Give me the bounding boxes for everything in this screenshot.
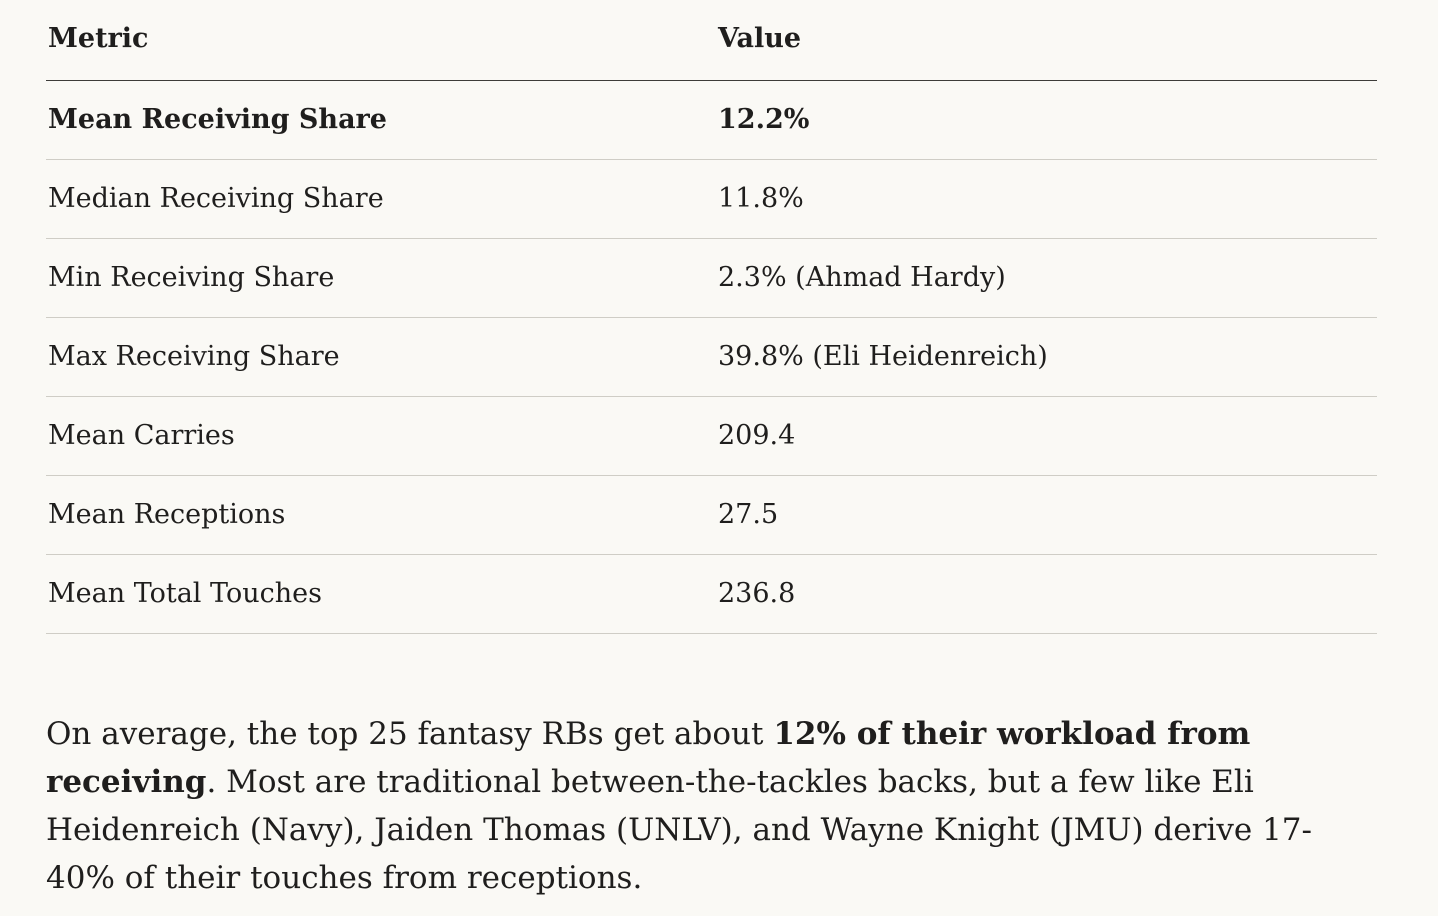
summary-emphasis: 12% of their workload from receiving <box>46 715 1251 800</box>
value-cell: 2.3% (Ahmad Hardy) <box>716 238 1377 318</box>
table-row: Min Receiving Share 2.3% (Ahmad Hardy) <box>46 238 1377 318</box>
column-header-metric: Metric <box>46 0 716 81</box>
table-header: Metric Value <box>46 0 1377 81</box>
metric-cell: Mean Receiving Share <box>46 80 716 160</box>
table-row: Mean Carries 209.4 <box>46 396 1377 476</box>
value-cell: 27.5 <box>716 475 1377 555</box>
table-row: Mean Total Touches 236.8 <box>46 554 1377 634</box>
metric-cell: Mean Carries <box>46 396 716 476</box>
summary-text-intro: On average, the top 25 fantasy RBs get a… <box>46 715 774 752</box>
table-row: Mean Receiving Share 12.2% <box>46 80 1377 160</box>
metric-cell: Mean Receptions <box>46 475 716 555</box>
article-content: Metric Value Mean Receiving Share 12.2% … <box>46 0 1377 902</box>
metric-cell: Max Receiving Share <box>46 317 716 397</box>
metric-cell: Mean Total Touches <box>46 554 716 634</box>
receiving-stats-table: Metric Value Mean Receiving Share 12.2% … <box>46 0 1377 634</box>
table-body: Mean Receiving Share 12.2% Median Receiv… <box>46 80 1377 634</box>
value-cell: 12.2% <box>716 80 1377 160</box>
value-cell: 209.4 <box>716 396 1377 476</box>
table-row: Max Receiving Share 39.8% (Eli Heidenrei… <box>46 317 1377 397</box>
column-header-value: Value <box>716 0 1377 81</box>
table-row: Mean Receptions 27.5 <box>46 475 1377 555</box>
value-cell: 39.8% (Eli Heidenreich) <box>716 317 1377 397</box>
value-cell: 11.8% <box>716 159 1377 239</box>
table-header-row: Metric Value <box>46 0 1377 81</box>
table-row: Median Receiving Share 11.8% <box>46 159 1377 239</box>
summary-text-rest: . Most are traditional between-the-tackl… <box>46 763 1312 896</box>
metric-cell: Min Receiving Share <box>46 238 716 318</box>
metric-cell: Median Receiving Share <box>46 159 716 239</box>
summary-paragraph: On average, the top 25 fantasy RBs get a… <box>46 710 1346 902</box>
value-cell: 236.8 <box>716 554 1377 634</box>
